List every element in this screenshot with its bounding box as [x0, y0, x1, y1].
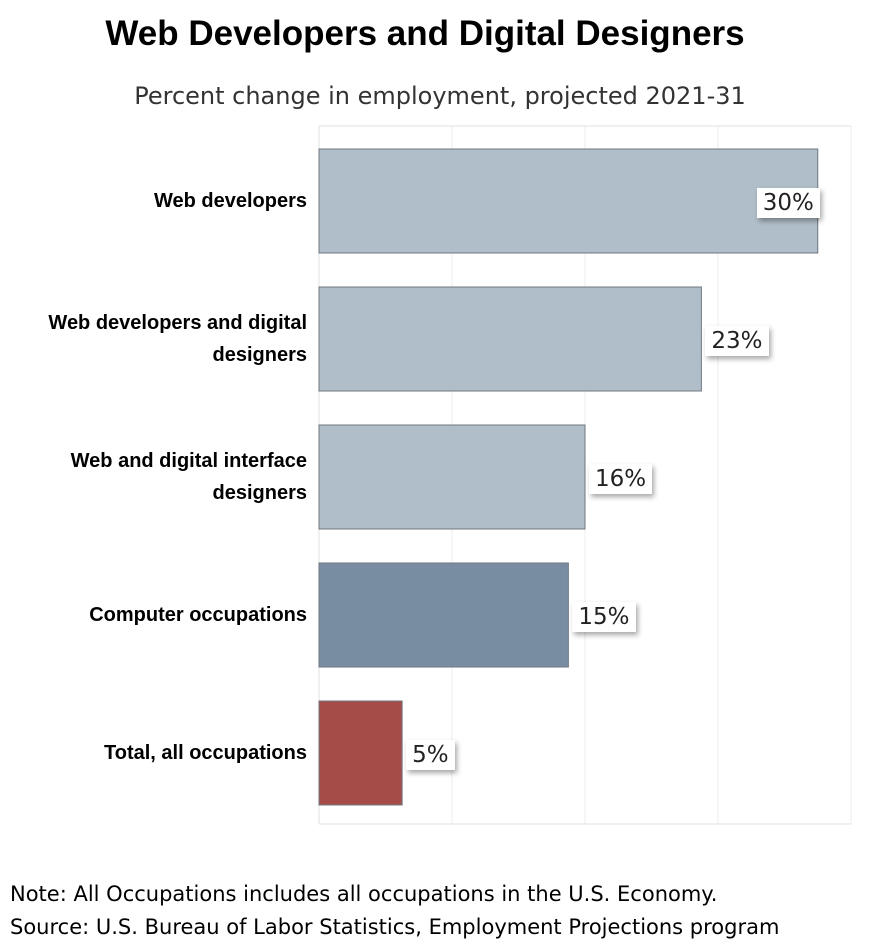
data-label: 5%: [406, 740, 455, 770]
bar-chart: Web developers 30% Web developers and digi…: [0, 120, 882, 840]
category-label: Web developers: [153, 190, 307, 212]
data-label: 23%: [705, 326, 769, 356]
category-label: Total, all occupations: [104, 742, 307, 764]
chart-title: Web Developers and Digital Designers: [105, 14, 745, 53]
bar-web-developers[interactable]: [318, 148, 819, 254]
data-label: 15%: [572, 602, 636, 632]
chart-note: Note: All Occupations includes all occup…: [10, 882, 718, 906]
bar-web-developers-and-digital-designers[interactable]: [318, 286, 702, 392]
category-label: Web developers and digital designers: [48, 312, 307, 366]
bar-web-and-digital-interface-designers[interactable]: [318, 424, 586, 530]
chart-source: Source: U.S. Bureau of Labor Statistics,…: [10, 915, 780, 939]
category-label: Web and digital interface designers: [70, 450, 307, 504]
chart-subtitle: Percent change in employment, projected …: [134, 82, 746, 110]
category-label: Computer occupations: [89, 604, 307, 626]
data-label: 30%: [756, 188, 820, 218]
bar-computer-occupations[interactable]: [318, 562, 569, 668]
data-label: 16%: [589, 464, 653, 494]
bar-total-all-occupations[interactable]: [318, 700, 403, 806]
